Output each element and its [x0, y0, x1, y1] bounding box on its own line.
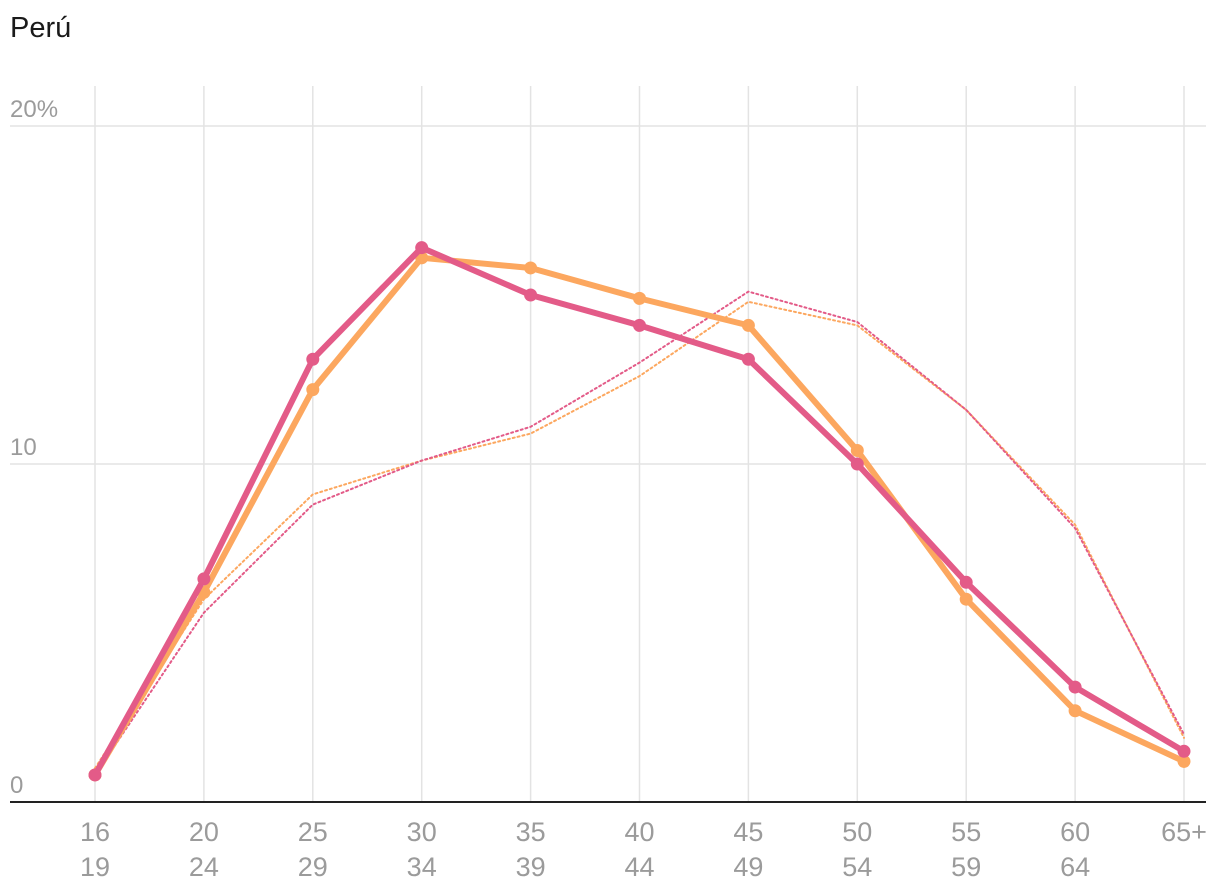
- data-point: [850, 443, 864, 457]
- y-tick-label: 10: [10, 434, 37, 461]
- data-point: [959, 592, 973, 606]
- x-tick-label: 40: [624, 817, 654, 847]
- grid-layer: [10, 86, 1206, 802]
- x-tick-label: 30: [407, 817, 437, 847]
- data-point: [197, 572, 211, 586]
- data-point: [306, 352, 320, 366]
- x-tick-label: 60: [1060, 817, 1090, 847]
- label-layer: 0 10 20% 16 19 20 24 25 29 30 34 35 39 40 44 45 49 50 54 55…: [10, 96, 1207, 882]
- data-point: [741, 318, 755, 332]
- x-tick-label: 64: [1060, 852, 1090, 882]
- x-tick-label: 45: [733, 817, 763, 847]
- data-point: [850, 457, 864, 471]
- data-point: [88, 768, 102, 782]
- series-1: [88, 241, 1191, 782]
- data-point: [306, 383, 320, 397]
- x-tick-label: 34: [407, 852, 437, 882]
- data-point: [1068, 704, 1082, 718]
- data-point: [1068, 680, 1082, 694]
- data-point: [1177, 744, 1191, 758]
- data-point: [633, 291, 646, 305]
- x-tick-label: 25: [298, 817, 328, 847]
- series-3: [94, 290, 1185, 776]
- x-tick-label: 16: [80, 817, 110, 847]
- series-layer: [88, 241, 1191, 782]
- x-tick-label: 35: [516, 817, 546, 847]
- x-tick-label: 39: [516, 852, 546, 882]
- x-tick-label: 50: [842, 817, 872, 847]
- x-tick-label: 44: [624, 852, 654, 882]
- x-tick-label: 20: [189, 817, 219, 847]
- x-tick-label: 49: [733, 852, 763, 882]
- data-point: [741, 352, 755, 366]
- x-tick-label: 19: [80, 852, 110, 882]
- data-point: [524, 261, 538, 275]
- data-point: [633, 318, 646, 332]
- x-tick-label: 59: [951, 852, 981, 882]
- data-point: [959, 575, 973, 589]
- data-point: [524, 288, 538, 302]
- y-tick-label: 20%: [10, 96, 58, 123]
- x-tick-label: 65+: [1161, 817, 1207, 847]
- x-tick-label: 24: [189, 852, 219, 882]
- x-tick-label: 54: [842, 852, 872, 882]
- x-tick-label: 55: [951, 817, 981, 847]
- x-tick-label: 29: [298, 852, 328, 882]
- dotted-series-line: [94, 290, 1185, 776]
- y-tick-label: 0: [10, 772, 23, 799]
- chart-title: Perú: [10, 12, 72, 44]
- data-point: [415, 241, 429, 255]
- data-point: [1177, 754, 1191, 768]
